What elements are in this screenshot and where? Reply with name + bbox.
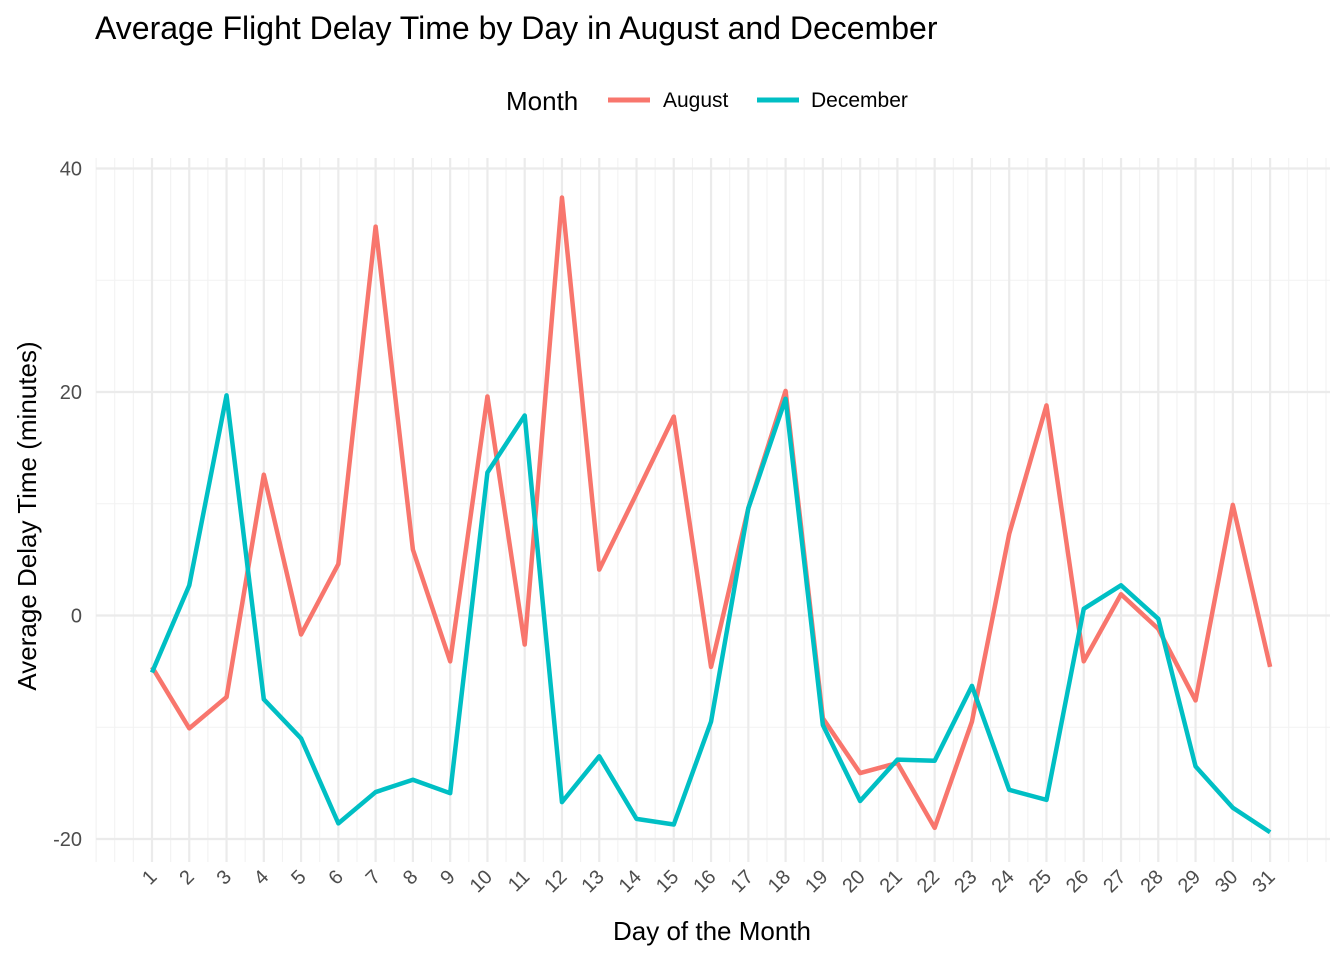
legend: Month August December [506,86,908,116]
legend-title: Month [506,86,578,116]
legend-label-december: December [811,89,908,112]
series-line-august [150,195,1273,831]
x-axis-title: Day of the Month [613,916,811,946]
grid-major [96,158,1330,862]
legend-label-august: August [663,89,729,112]
legend-item-december: December [757,89,908,112]
y-tick-label: -20 [53,829,82,851]
series-line-december [149,393,1272,835]
y-tick-label: 20 [60,382,82,404]
chart-title: Average Flight Delay Time by Day in Augu… [95,10,938,46]
y-axis-ticks: -20 0 20 40 [53,159,82,852]
legend-item-august: August [608,89,729,112]
y-tick-label: 0 [71,606,82,628]
plot-area [95,158,1330,862]
y-tick-label: 40 [60,159,82,181]
grid-minor [95,158,1330,862]
series-lines [149,195,1273,835]
y-axis-title: Average Delay Time (minutes) [12,341,42,690]
